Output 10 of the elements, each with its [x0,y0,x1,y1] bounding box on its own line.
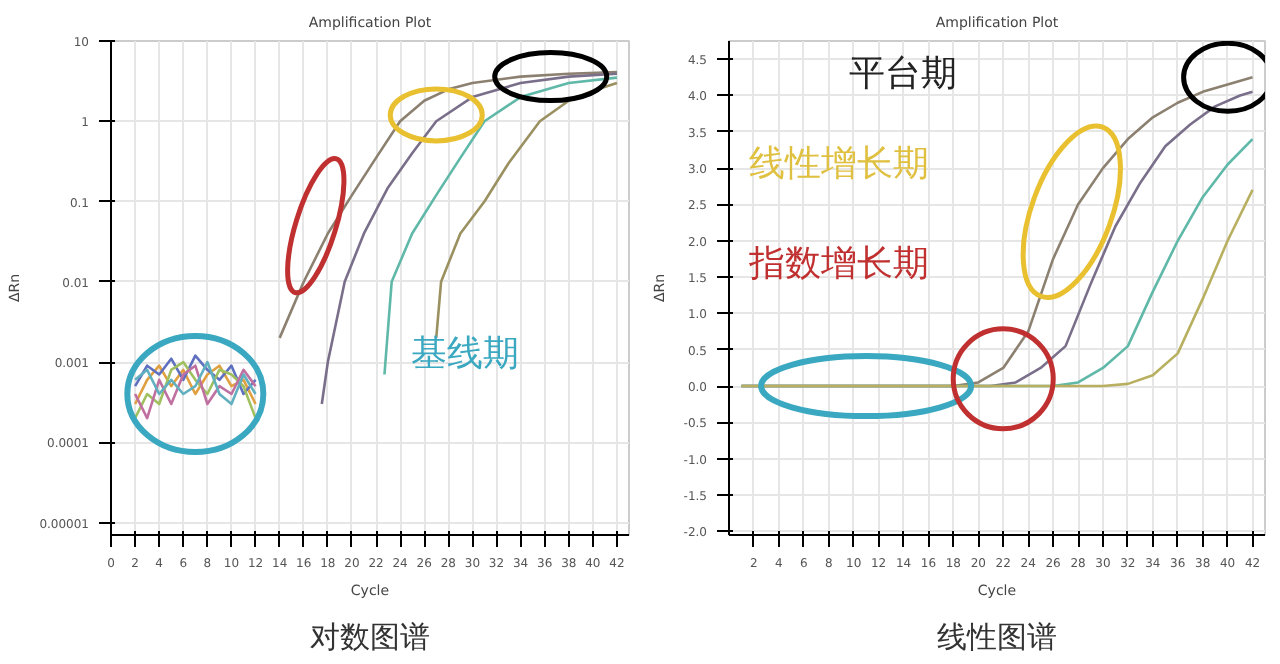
annotation: 平台期 [849,53,957,95]
line-series [133,354,257,396]
line-series [320,72,619,406]
annotation: 线性增长期 [749,143,929,185]
annotation: 指数增长期 [747,243,929,285]
annotation: 基线期 [411,333,519,375]
text: 对数图谱 [310,619,430,655]
text: 线性图谱 [937,619,1057,655]
line-series [383,76,619,376]
line-series [740,188,1254,388]
